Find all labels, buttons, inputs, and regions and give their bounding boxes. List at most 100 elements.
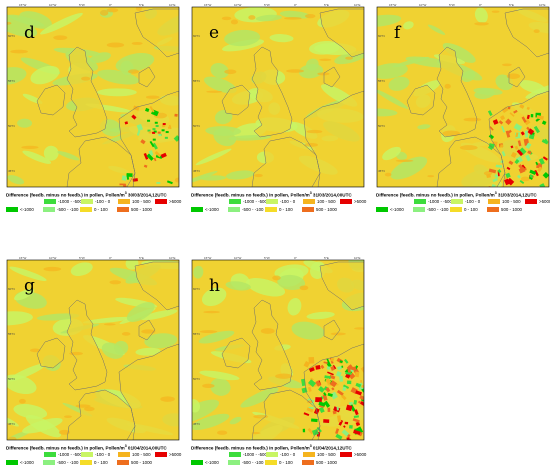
legend-swatch: [81, 452, 93, 457]
map-canvas: 15°W 10°W 5°W 0° 5°E 10°E 60°N 55°N 50°N 45°N e: [191, 3, 365, 188]
legend-row: <-1000 -500 - -100 0 - 100 500 - 1000: [6, 206, 180, 213]
caption-date: 31/03/2014,12UTC: [496, 192, 537, 198]
legend-swatch: [376, 207, 388, 212]
tick-label: 0°: [479, 3, 483, 7]
legend-label: -500 - -100: [57, 460, 79, 465]
legend-swatch: [155, 452, 167, 457]
legend: -1000 - -500 -100 - 0 100 - 500 >5000 <-1000…: [376, 198, 550, 216]
legend-label: 500 - 1000: [316, 207, 337, 212]
legend-swatch: [450, 207, 462, 212]
legend-label: -100 - 0: [95, 452, 111, 457]
tick-label: 10°E: [354, 3, 361, 7]
tick-label: 60°N: [378, 34, 385, 38]
legend-swatch: [302, 460, 314, 465]
caption-text: Difference (feedb. minus no feedb.) in p…: [6, 192, 125, 198]
tick-label: 5°W: [79, 3, 85, 7]
legend-label: <-1000: [20, 207, 34, 212]
caption-superscript: 3: [124, 191, 127, 195]
legend-swatch: [6, 460, 18, 465]
legend-swatch: [118, 452, 130, 457]
legend-swatch: [229, 452, 241, 457]
legend-label: 100 - 500: [132, 199, 151, 204]
panel-letter: g: [24, 276, 35, 296]
legend-label: 500 - 1000: [501, 207, 522, 212]
tick-label: 5°W: [264, 3, 270, 7]
map-panel-g: 15°W 10°W 5°W 0° 5°E 10°E 60°N 55°N 50°N 45°N g Dif…: [4, 255, 181, 473]
legend-swatch: [488, 199, 500, 204]
legend-swatch: [80, 207, 92, 212]
legend-label: <-1000: [205, 460, 219, 465]
legend-swatch: [155, 199, 167, 204]
legend-swatch: [81, 199, 93, 204]
tick-label: 10°E: [354, 256, 361, 260]
legend-label: 0 - 100: [94, 460, 108, 465]
caption-text: Difference (feedb. minus no feedb.) in p…: [191, 445, 310, 451]
legend-swatch: [266, 452, 278, 457]
tick-label: 5°E: [324, 256, 329, 260]
tick-label: 10°W: [49, 3, 57, 7]
legend-row: -1000 - -500 -100 - 0 100 - 500 >5000: [191, 198, 366, 205]
tick-label: 55°N: [378, 79, 385, 83]
legend-swatch: [229, 199, 241, 204]
panel-letter: d: [24, 23, 35, 43]
legend-row: <-1000 -500 - -100 0 - 100 500 - 1000: [191, 459, 365, 466]
panel-caption: Difference (feedb. minus no feedb.) in p…: [191, 191, 365, 198]
tick-label: 60°N: [193, 34, 200, 38]
map-panel-e: 15°W 10°W 5°W 0° 5°E 10°E 60°N 55°N 50°N 45°N e Dif…: [189, 2, 366, 220]
caption-date: 30/03/2014,12UTC: [126, 192, 167, 198]
legend-row: -1000 - -500 -100 - 0 100 - 500 >5000: [6, 198, 181, 205]
legend: -1000 - -500 -100 - 0 100 - 500 >5000 <-1000…: [191, 198, 366, 216]
tick-label: 15°W: [389, 3, 397, 7]
legend-swatch: [525, 199, 537, 204]
legend-label: -500 - -100: [57, 207, 79, 212]
legend-swatch: [191, 207, 203, 212]
tick-label: 10°E: [169, 256, 176, 260]
legend-swatch: [265, 460, 277, 465]
tick-label: 5°E: [139, 256, 144, 260]
legend-label: 500 - 1000: [131, 460, 152, 465]
legend-swatch: [44, 452, 56, 457]
tick-label: 55°N: [8, 332, 15, 336]
map-canvas: 15°W 10°W 5°W 0° 5°E 10°E 60°N 55°N 50°N 45°N d: [6, 3, 180, 188]
legend-label: >5000: [354, 452, 367, 457]
legend-swatch: [228, 207, 240, 212]
legend-label: -500 - -100: [427, 207, 449, 212]
tick-label: 10°W: [419, 3, 427, 7]
caption-text: Difference (feedb. minus no feedb.) in p…: [376, 192, 495, 198]
legend-label: -1000 - -500: [243, 452, 267, 457]
legend-label: -1000 - -500: [243, 199, 267, 204]
map-canvas: 15°W 10°W 5°W 0° 5°E 10°E 60°N 55°N 50°N 45°N f: [376, 3, 550, 188]
tick-label: 60°N: [8, 287, 15, 291]
legend-label: -500 - -100: [242, 460, 264, 465]
legend: -1000 - -500 -100 - 0 100 - 500 >5000 <-1000…: [191, 451, 367, 469]
legend-label: -100 - 0: [95, 199, 111, 204]
map-panel-d: 15°W 10°W 5°W 0° 5°E 10°E 60°N 55°N 50°N 45°N d Dif…: [4, 2, 181, 220]
tick-label: 5°E: [139, 3, 144, 7]
tick-label: 45°N: [378, 169, 385, 173]
legend-label: 100 - 500: [317, 199, 336, 204]
map-panel-f: 15°W 10°W 5°W 0° 5°E 10°E 60°N 55°N 50°N 45°N f Dif…: [374, 2, 550, 220]
tick-label: 15°W: [19, 3, 27, 7]
legend-label: 0 - 100: [94, 207, 108, 212]
legend-swatch: [265, 207, 277, 212]
legend-label: 0 - 100: [279, 207, 293, 212]
legend-label: 0 - 100: [279, 460, 293, 465]
legend-swatch: [6, 207, 18, 212]
legend-row: -1000 - -500 -100 - 0 100 - 500 >5000: [191, 451, 367, 458]
legend-row: -1000 - -500 -100 - 0 100 - 500 >5000: [376, 198, 550, 205]
caption-text: Difference (feedb. minus no feedb.) in p…: [6, 445, 125, 451]
legend-swatch: [118, 199, 130, 204]
tick-label: 5°E: [324, 3, 329, 7]
legend-swatch: [451, 199, 463, 204]
legend-swatch: [413, 207, 425, 212]
map-canvas: 15°W 10°W 5°W 0° 5°E 10°E 60°N 55°N 50°N 45°N h: [191, 256, 365, 441]
caption-date: 31/03/2014,00UTC: [311, 192, 352, 198]
caption-superscript: 3: [494, 191, 497, 195]
tick-label: 45°N: [8, 422, 15, 426]
tick-label: 50°N: [378, 124, 385, 128]
caption-superscript: 3: [309, 191, 312, 195]
tick-label: 5°W: [79, 256, 85, 260]
tick-label: 15°W: [204, 3, 212, 7]
legend-swatch: [117, 207, 129, 212]
panel-letter: e: [209, 23, 219, 43]
